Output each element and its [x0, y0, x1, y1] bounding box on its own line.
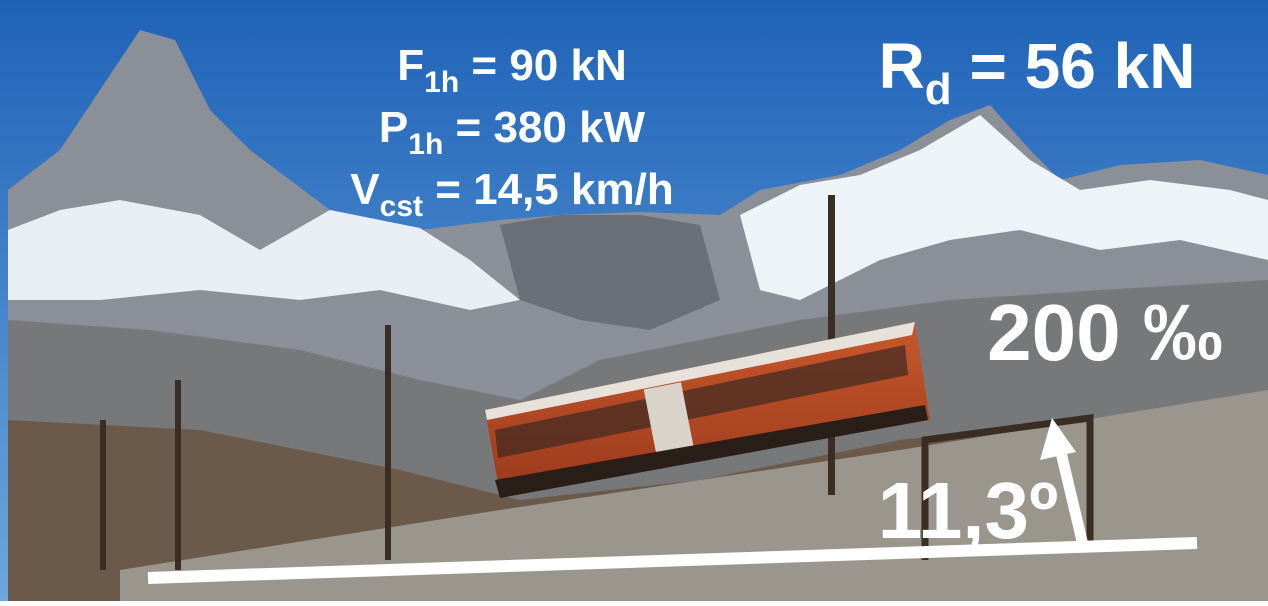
arrow-head: [1040, 418, 1076, 460]
pole: [175, 380, 181, 570]
pole: [100, 420, 106, 570]
normal-arrow: [1052, 438, 1089, 547]
resistance-label: Rd = 56 kN: [879, 30, 1196, 114]
snow: [8, 200, 520, 310]
angle-label: 11,3º: [878, 466, 1059, 555]
train: [485, 322, 930, 498]
power-label: P1h = 380 kW: [379, 103, 646, 161]
pole: [385, 325, 391, 560]
force-label: F1h = 90 kN: [397, 41, 626, 99]
snow: [740, 115, 1268, 300]
base-line: [147, 537, 1198, 584]
grade-label: 200 ‰: [987, 288, 1223, 377]
frame: [921, 414, 1094, 560]
speed-label: Vcst = 14,5 km/h: [350, 165, 673, 223]
rock: [500, 215, 720, 330]
